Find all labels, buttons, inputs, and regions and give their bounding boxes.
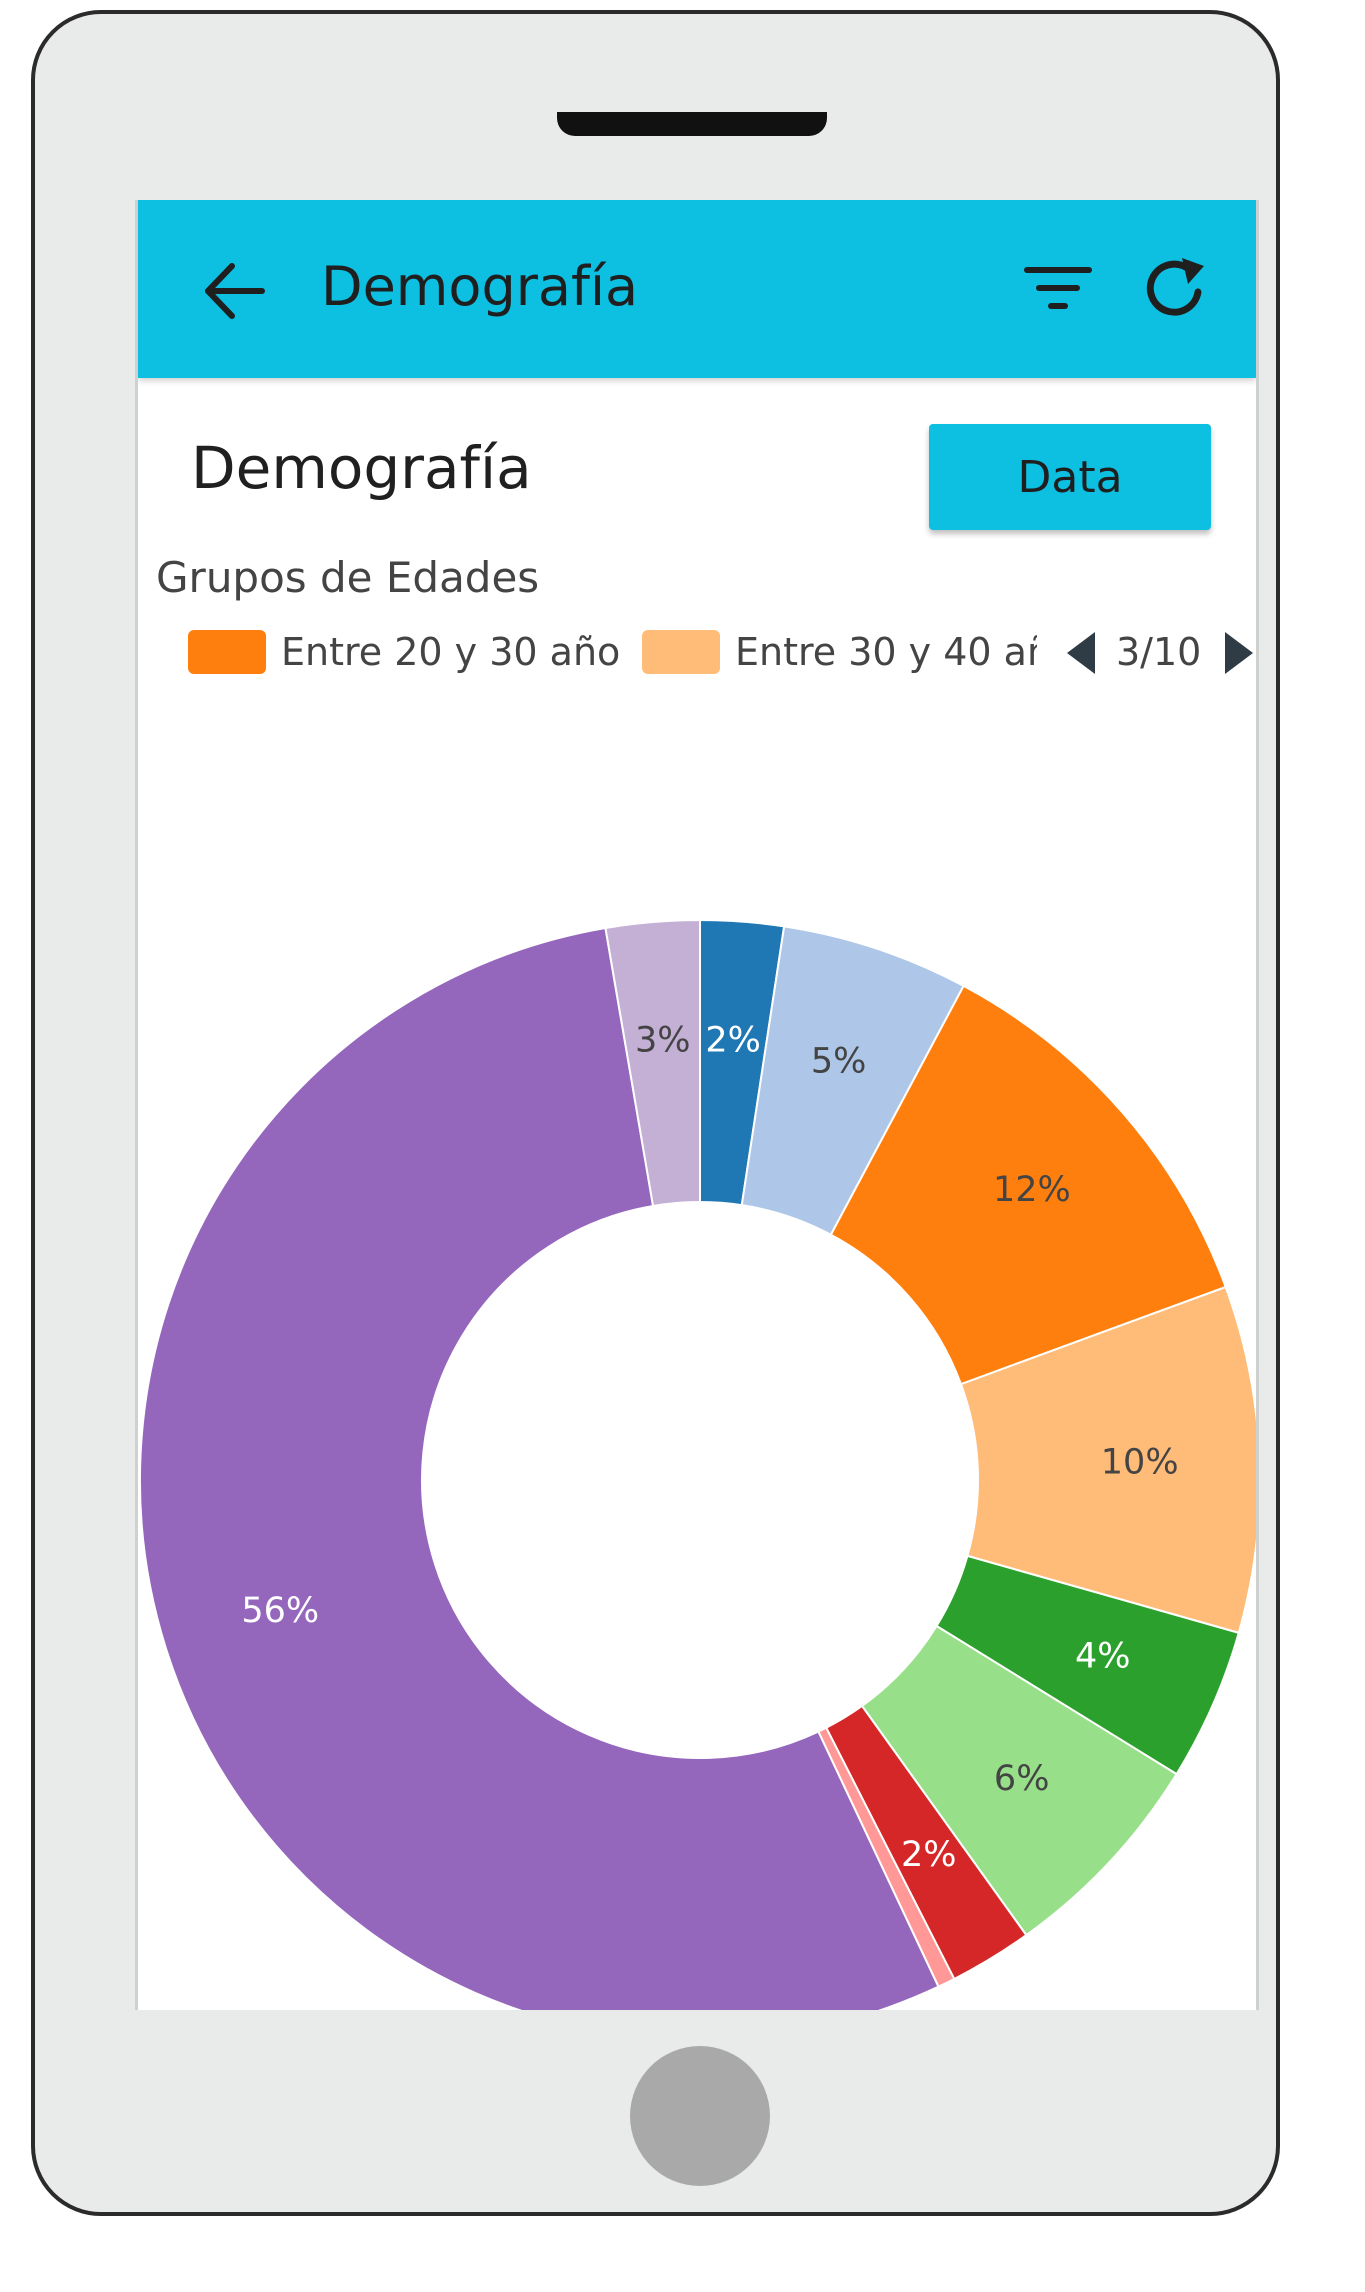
legend-label[interactable]: Entre 30 y 40 años — [735, 630, 1037, 674]
slice-label-5: 6% — [994, 1759, 1050, 1799]
home-button[interactable] — [630, 2046, 770, 2186]
donut-chart: 2% 5% 12% 10% 4% 6% 2% 56% 3% — [138, 918, 1259, 2010]
slice-label-2: 12% — [993, 1170, 1071, 1210]
donut-slice-3[interactable] — [959, 1285, 1259, 1635]
refresh-icon[interactable] — [1138, 252, 1212, 326]
app-bar-title: Demografía — [321, 255, 639, 318]
legend-pager-count: 3/10 — [1116, 630, 1202, 674]
filter-icon[interactable] — [1021, 258, 1095, 318]
donut-slice-2[interactable] — [829, 984, 1227, 1386]
app-screen: Demografía Demografía Data Grupos de Eda… — [135, 200, 1259, 2010]
chart-title: Grupos de Edades — [156, 553, 540, 602]
phone-speaker — [557, 112, 827, 136]
legend-swatch[interactable] — [642, 630, 720, 674]
slice-label-8: 56% — [241, 1591, 319, 1631]
caret-left-icon[interactable] — [1063, 628, 1097, 678]
slice-label-3: 10% — [1101, 1442, 1179, 1482]
page-title: Demografía — [191, 434, 532, 502]
chart-legend: Entre 20 y 30 años Entre 30 y 40 años 3/… — [138, 620, 1256, 690]
slice-label-1: 5% — [811, 1041, 867, 1081]
donut-slice-8[interactable] — [138, 926, 940, 2010]
legend-label[interactable]: Entre 20 y 30 años — [281, 630, 621, 674]
phone-frame: Demografía Demografía Data Grupos de Eda… — [31, 10, 1280, 2216]
slice-label-0: 2% — [705, 1020, 761, 1060]
caret-right-icon[interactable] — [1223, 628, 1257, 678]
slice-label-4: 4% — [1075, 1636, 1131, 1676]
slice-label-9: 3% — [635, 1021, 691, 1061]
arrow-left-icon[interactable] — [200, 256, 270, 326]
donut-slice-9[interactable] — [604, 918, 701, 1208]
legend-swatch[interactable] — [188, 630, 266, 674]
data-button[interactable]: Data — [929, 424, 1211, 530]
slice-label-6: 2% — [901, 1835, 957, 1875]
app-bar: Demografía — [138, 200, 1256, 378]
